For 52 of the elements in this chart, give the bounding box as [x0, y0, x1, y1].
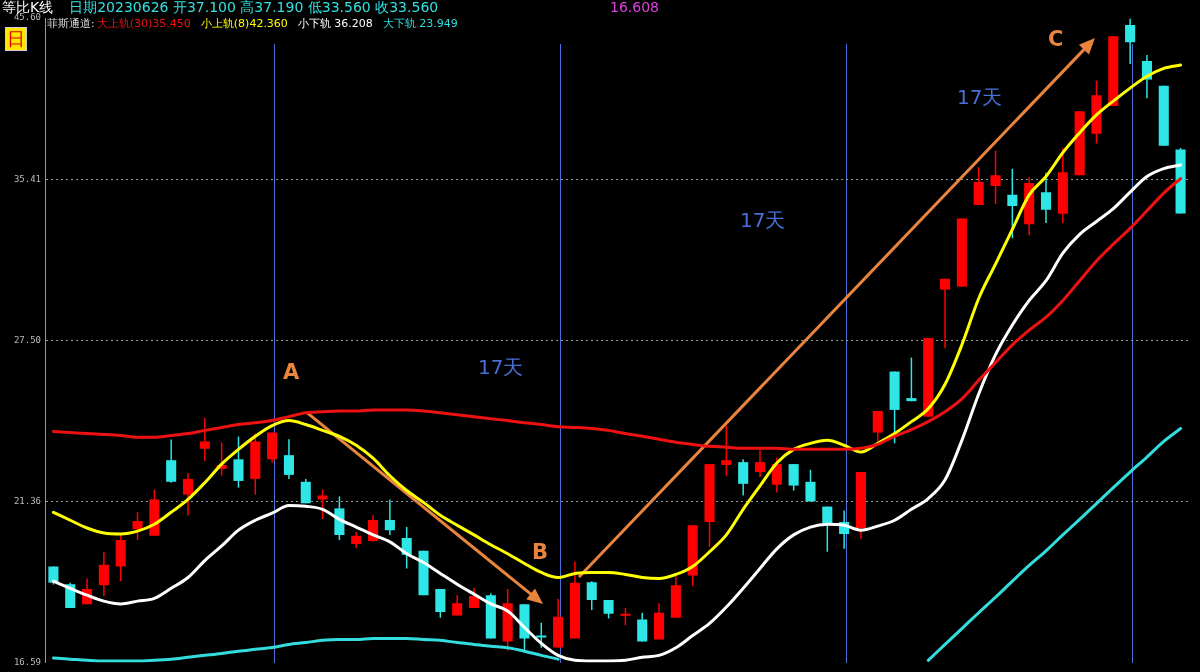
annotation: C	[1048, 27, 1064, 51]
candlestick	[973, 166, 984, 206]
text: 小上轨(8)42.360	[200, 17, 288, 30]
candlestick	[906, 356, 917, 402]
candlestick	[384, 498, 395, 536]
candlestick	[283, 438, 294, 480]
y-tick-label: 27.50	[13, 334, 41, 345]
candlestick	[132, 511, 143, 541]
y-tick-label: 21.36	[13, 495, 41, 506]
candlestick	[990, 149, 1001, 205]
candlestick	[435, 588, 446, 619]
line-series	[51, 163, 1183, 663]
candlestick	[199, 416, 210, 462]
y-tick-label: 45.60	[13, 12, 41, 23]
text: 大上轨(30)35.450	[96, 17, 191, 30]
candlestick	[872, 410, 883, 443]
candlestick	[98, 551, 109, 597]
candlestick	[586, 580, 597, 611]
candlestick	[1007, 167, 1018, 239]
text: 日	[5, 27, 27, 51]
annotation: 17天	[740, 207, 786, 234]
candlestick	[603, 599, 614, 620]
candlestick	[805, 469, 816, 503]
candlestick	[233, 435, 244, 489]
text: 小下轨 36.208	[297, 17, 373, 30]
y-tick-label: 35.41	[13, 173, 41, 184]
annotation: B	[532, 540, 549, 564]
candlestick	[738, 458, 749, 497]
annotation: 17天	[478, 354, 524, 381]
candlestick	[788, 463, 799, 492]
chart-subtitle: 日期20230626 开37.100 高37.190 低33.560 收33.560	[69, 0, 439, 15]
y-tick-label: 16.59	[13, 656, 41, 667]
annotation: 17天	[957, 84, 1003, 111]
candlestick	[1040, 172, 1052, 224]
candlestick	[452, 594, 463, 617]
candlestick	[182, 472, 194, 517]
annotation: A	[283, 360, 300, 384]
candlestick	[771, 456, 782, 494]
candlestick	[721, 424, 732, 477]
candlestick	[48, 565, 59, 586]
line-series	[51, 63, 1183, 580]
candlestick	[536, 622, 547, 649]
legend-title: 菲斯通道:	[47, 17, 95, 30]
text: 大下轨 23.949	[382, 17, 458, 30]
candlestick	[300, 478, 311, 505]
text: 16.608	[610, 0, 659, 15]
candlestick	[1125, 18, 1136, 65]
candlestick	[754, 449, 766, 478]
candlestick	[166, 438, 177, 484]
candlestick	[940, 278, 951, 350]
candlestick	[637, 611, 648, 643]
line-series	[51, 177, 1183, 451]
